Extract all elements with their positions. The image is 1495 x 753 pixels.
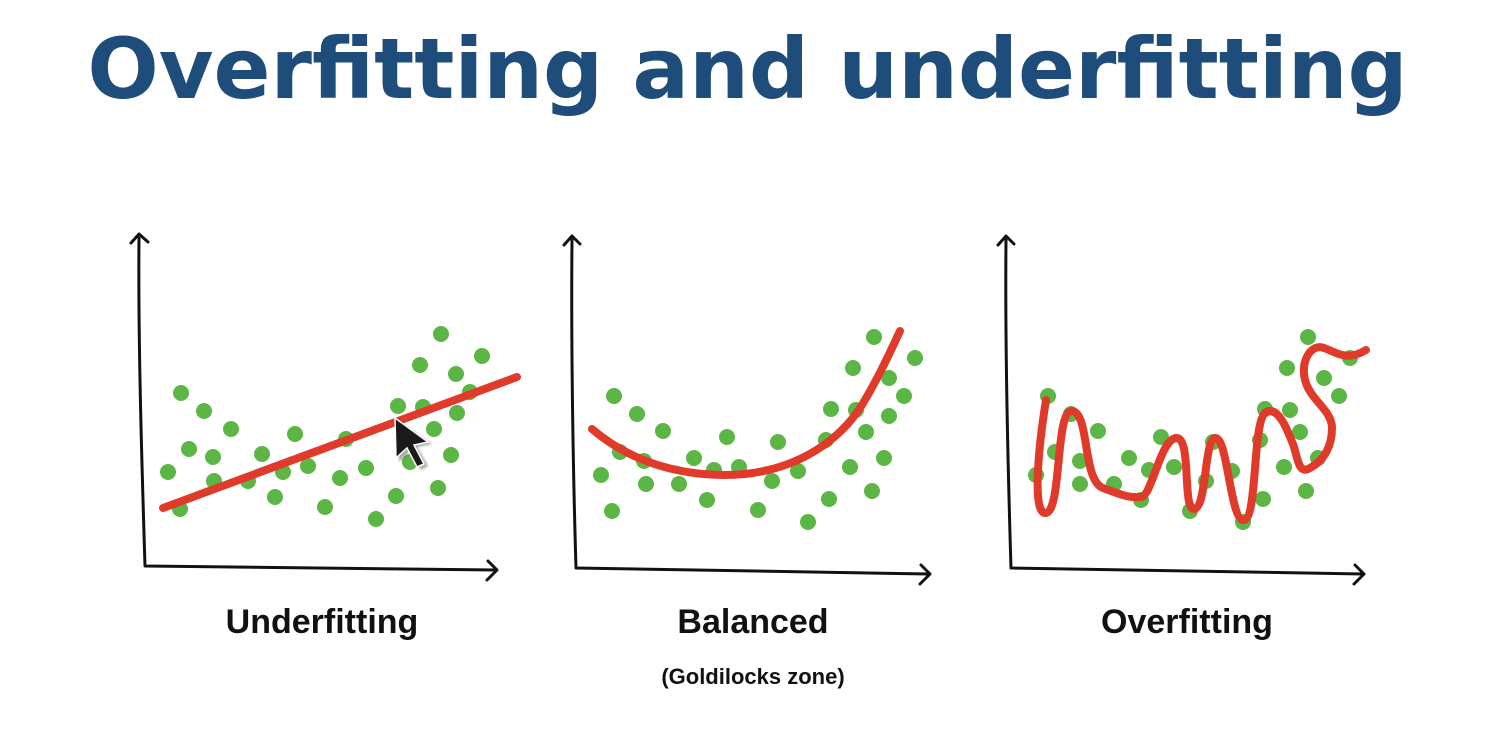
panel-balanced — [562, 234, 932, 586]
axes — [129, 232, 499, 582]
panel-label-balanced: Balanced — [677, 603, 829, 641]
fit-curve — [1033, 343, 1370, 524]
data-points — [593, 329, 923, 530]
panel-underfitting — [129, 232, 521, 582]
arrow-pointer-icon — [394, 416, 432, 470]
panel-label-overfitting: Overfitting — [1101, 603, 1273, 641]
panel-sublabel-balanced: (Goldilocks zone) — [661, 664, 845, 689]
slide-title: Overfitting and underfitting — [87, 20, 1408, 118]
panel-label-underfitting: Underfitting — [225, 603, 419, 641]
fit-curve — [588, 327, 904, 479]
data-points — [160, 326, 490, 527]
fit-line — [159, 373, 521, 512]
axes — [562, 234, 932, 586]
axes — [996, 234, 1366, 586]
panel-overfitting — [996, 234, 1370, 586]
